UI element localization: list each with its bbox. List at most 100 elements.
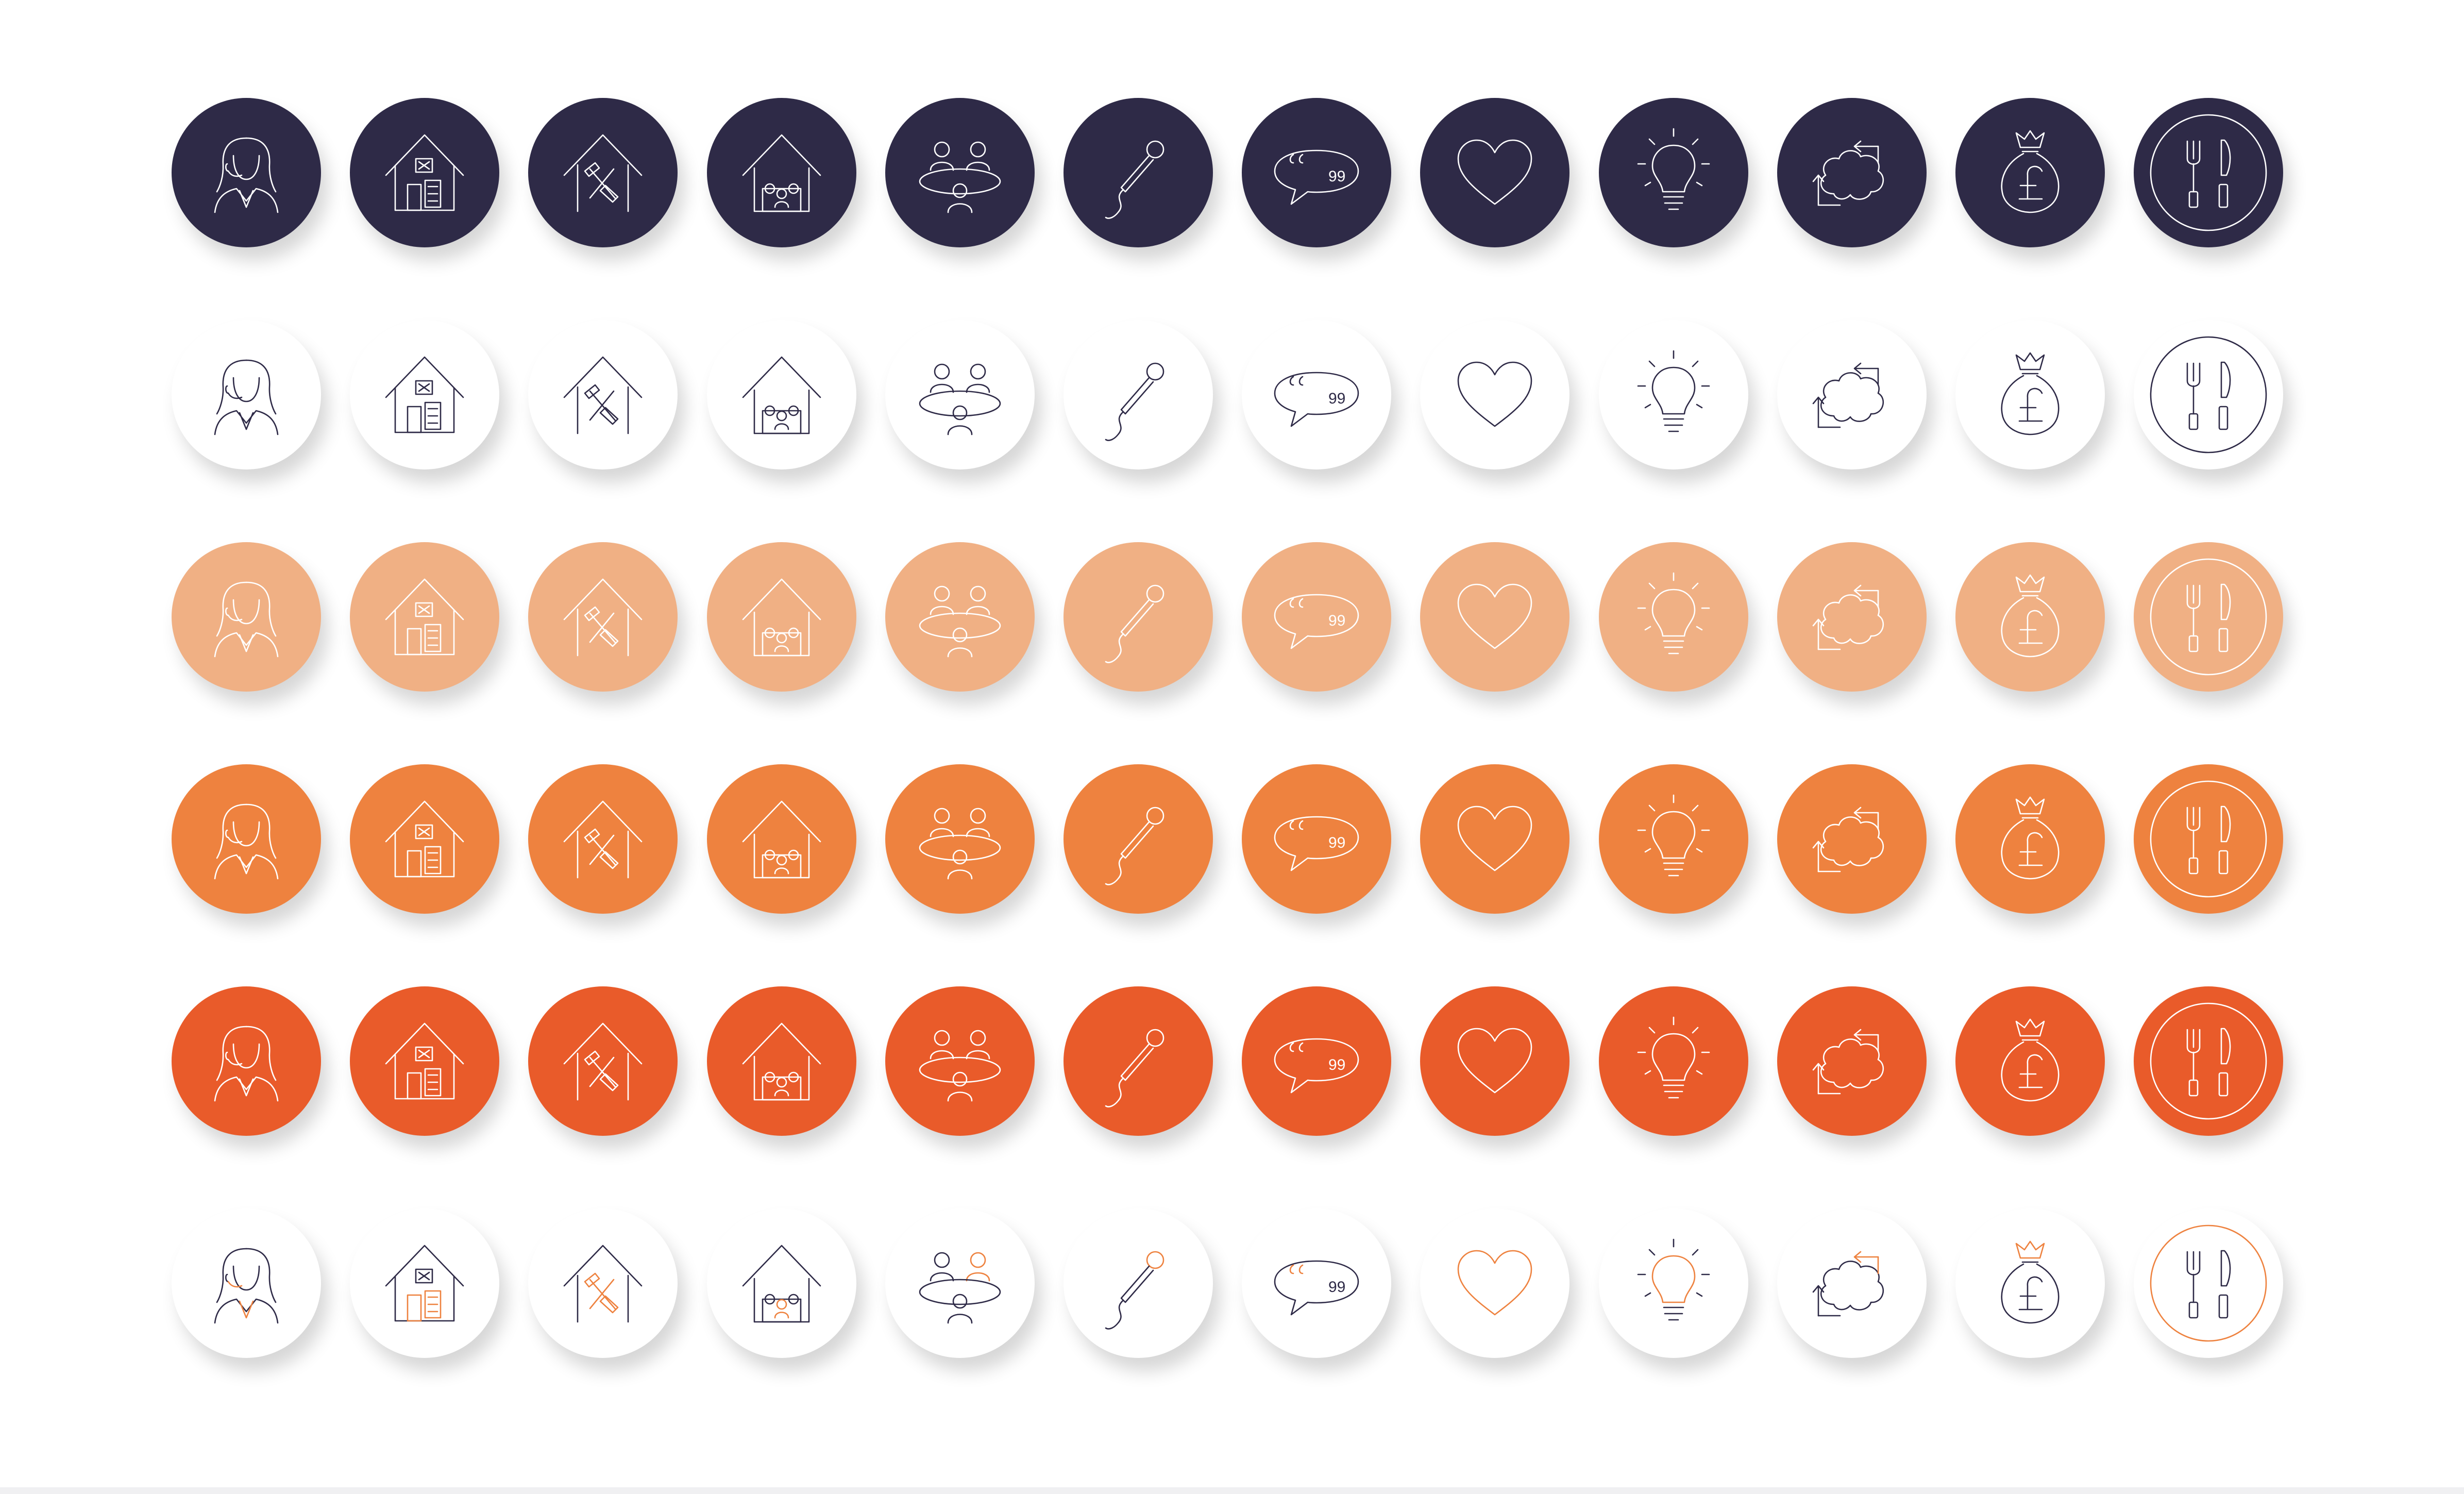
house-tools-icon — [528, 764, 678, 914]
lightbulb-icon — [1599, 542, 1748, 692]
quote-bubble-icon: 99 — [1242, 98, 1391, 247]
house-people-icon-glyph — [742, 800, 821, 879]
heart-icon-glyph — [1457, 1250, 1532, 1316]
svg-text:99: 99 — [1328, 1056, 1345, 1073]
house-people-icon — [707, 98, 856, 247]
microphone-icon-glyph — [1105, 807, 1165, 885]
house-tools-icon-glyph — [563, 1245, 643, 1323]
microphone-icon-glyph — [1105, 362, 1165, 441]
microphone-icon — [1064, 986, 1213, 1136]
house-document-icon-glyph — [385, 1022, 464, 1100]
house-document-icon — [350, 98, 499, 247]
meeting-table-icon — [885, 320, 1035, 469]
meeting-table-icon — [885, 1208, 1035, 1358]
peach-row: 99 — [0, 542, 2464, 697]
bottom-divider — [0, 1487, 2464, 1494]
headset-woman-icon-glyph — [214, 803, 279, 880]
money-bag-pound-icon — [1955, 764, 2105, 914]
house-tools-icon — [528, 542, 678, 692]
fork-knife-plate-icon-glyph — [2150, 780, 2267, 898]
headset-woman-icon-glyph — [214, 137, 279, 213]
money-bag-pound-icon-glyph — [2001, 130, 2060, 213]
house-tools-icon — [528, 1208, 678, 1358]
lightbulb-icon — [1599, 986, 1748, 1136]
house-tools-icon-glyph — [563, 1022, 643, 1101]
house-people-icon-glyph — [742, 578, 821, 657]
svg-text:99: 99 — [1328, 1279, 1345, 1296]
fork-knife-plate-icon — [2134, 98, 2283, 247]
quote-bubble-icon-glyph: 99 — [1274, 1260, 1359, 1316]
heart-icon — [1420, 764, 1569, 914]
fork-knife-plate-icon — [2134, 320, 2283, 469]
quote-bubble-icon-glyph: 99 — [1274, 594, 1359, 649]
heart-icon-glyph — [1457, 1028, 1532, 1094]
brain-arrows-icon — [1777, 542, 1927, 692]
quote-bubble-icon: 99 — [1242, 764, 1391, 914]
money-bag-pound-icon-glyph — [2001, 796, 2060, 880]
quote-bubble-icon-glyph: 99 — [1274, 816, 1359, 871]
lightbulb-icon-glyph — [1637, 1016, 1710, 1099]
house-document-icon — [350, 320, 499, 469]
house-document-icon-glyph — [385, 578, 464, 656]
house-tools-icon — [528, 986, 678, 1136]
brain-arrows-icon — [1777, 98, 1927, 247]
headset-woman-icon-glyph — [214, 359, 279, 435]
house-people-icon — [707, 1208, 856, 1358]
meeting-table-icon — [885, 542, 1035, 692]
fork-knife-plate-icon-glyph — [2150, 336, 2267, 454]
quote-bubble-icon: 99 — [1242, 320, 1391, 469]
brain-arrows-icon — [1777, 1208, 1927, 1358]
headset-woman-icon-glyph — [214, 581, 279, 658]
house-document-icon — [350, 986, 499, 1136]
house-people-icon-glyph — [742, 356, 821, 434]
lightbulb-icon — [1599, 98, 1748, 247]
house-document-icon-glyph — [385, 134, 464, 211]
heart-icon-glyph — [1457, 805, 1532, 871]
heart-icon-glyph — [1457, 361, 1532, 427]
house-tools-icon — [528, 98, 678, 247]
house-people-icon-glyph — [742, 1245, 821, 1323]
money-bag-pound-icon — [1955, 98, 2105, 247]
meeting-table-icon-glyph — [919, 808, 1001, 880]
lightbulb-icon — [1599, 1208, 1748, 1358]
fork-knife-plate-icon — [2134, 986, 2283, 1136]
headset-woman-icon — [172, 986, 321, 1136]
meeting-table-icon-glyph — [919, 363, 1001, 435]
brain-arrows-icon-glyph — [1812, 807, 1884, 872]
house-people-icon — [707, 320, 856, 469]
house-tools-icon-glyph — [563, 356, 643, 434]
headset-woman-icon — [172, 1208, 321, 1358]
house-document-icon — [350, 764, 499, 914]
house-people-icon — [707, 986, 856, 1136]
brain-arrows-icon-glyph — [1812, 1029, 1884, 1095]
house-document-icon — [350, 1208, 499, 1358]
lightbulb-icon-glyph — [1637, 572, 1710, 654]
microphone-icon — [1064, 320, 1213, 469]
house-document-icon-glyph — [385, 356, 464, 433]
meeting-table-icon — [885, 986, 1035, 1136]
money-bag-pound-icon-glyph — [2001, 1018, 2060, 1102]
red-orange-row: 99 — [0, 986, 2464, 1141]
house-document-icon — [350, 542, 499, 692]
fork-knife-plate-icon-glyph — [2150, 1224, 2267, 1342]
house-people-icon — [707, 764, 856, 914]
lightbulb-icon — [1599, 764, 1748, 914]
money-bag-pound-icon — [1955, 1208, 2105, 1358]
headset-woman-icon — [172, 98, 321, 247]
house-people-icon-glyph — [742, 1022, 821, 1101]
fork-knife-plate-icon — [2134, 542, 2283, 692]
headset-woman-icon — [172, 764, 321, 914]
headset-woman-icon — [172, 542, 321, 692]
lightbulb-icon — [1599, 320, 1748, 469]
house-document-icon-glyph — [385, 800, 464, 878]
fork-knife-plate-icon-glyph — [2150, 1002, 2267, 1120]
brain-arrows-icon-glyph — [1812, 362, 1884, 428]
brain-arrows-icon — [1777, 986, 1927, 1136]
fork-knife-plate-icon — [2134, 764, 2283, 914]
microphone-icon-glyph — [1105, 584, 1165, 663]
svg-text:99: 99 — [1328, 168, 1345, 185]
microphone-icon-glyph — [1105, 1251, 1165, 1330]
microphone-icon-glyph — [1105, 140, 1165, 219]
money-bag-pound-icon — [1955, 986, 2105, 1136]
white-row: 99 — [0, 320, 2464, 475]
